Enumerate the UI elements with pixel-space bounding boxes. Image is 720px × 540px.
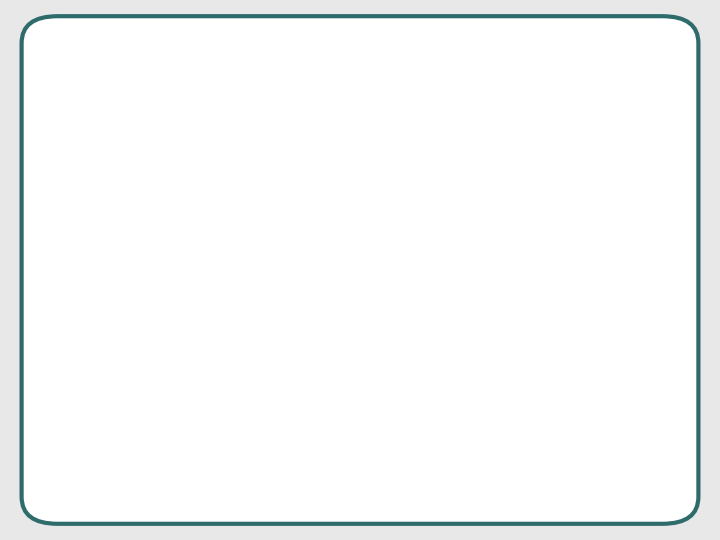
Text: However, the two equations do agree in: However, the two equations do agree in [112,230,613,249]
Text: 28: 28 [653,503,672,518]
Text: the limit as the discretization gets small.: the limit as the discretization gets sma… [112,275,629,295]
Circle shape [63,241,89,261]
Text: FINITE DIFFERENCE TIME DOMAIN: FINITE DIFFERENCE TIME DOMAIN [58,65,558,91]
Text: METHOD (Numeral Dispersion): METHOD (Numeral Dispersion) [58,130,513,156]
